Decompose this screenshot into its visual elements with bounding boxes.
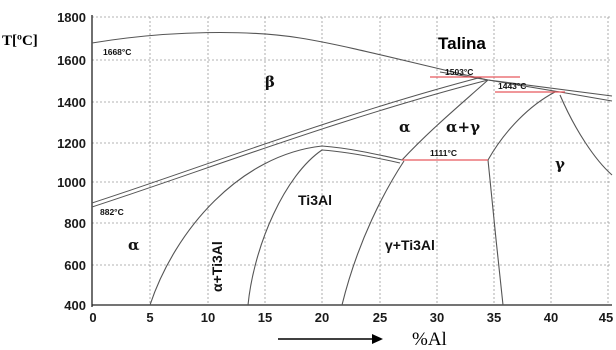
x-tick-labels: 0 5 10 15 20 25 30 35 40 45 [89,310,613,325]
x-tick-5: 5 [146,310,153,325]
y-tick-1000: 1000 [57,175,86,190]
x-tick-35: 35 [487,310,501,325]
gamma-solvus [487,159,504,306]
phase-label-alpha-ti3al: α+Ti3Al [209,241,225,292]
temp-label-1668: 1668°C [103,47,131,57]
temp-label-1503: 1503°C [445,67,473,77]
y-tick-1400: 1400 [57,95,86,110]
isotherms [402,76,565,161]
phase-label-gamma: γ [555,155,565,173]
x-tick-15: 15 [258,310,272,325]
x-tick-40: 40 [544,310,558,325]
phase-label-alpha-high: α [399,118,411,136]
x-tick-45: 45 [599,310,613,325]
beta-transus-upper [91,76,483,204]
temp-label-1111: 1111°C [430,148,457,158]
y-axis-label: T[ºC] [2,33,38,49]
y-tick-800: 800 [64,216,86,231]
arrow-icon [278,334,383,344]
phase-label-alpha-gamma: α+γ [446,118,480,136]
alpha-gamma-boundary [401,79,489,161]
x-tick-0: 0 [89,310,96,325]
x-tick-30: 30 [430,310,444,325]
x-tick-25: 25 [373,310,387,325]
ti3al-dome-right [321,145,403,161]
y-tick-1200: 1200 [57,136,86,151]
x-axis-label: %Al [412,329,447,350]
ti3al-dome-left [149,145,323,306]
gamma-ti3al-boundary [341,160,405,306]
y-tick-1600: 1600 [57,53,86,68]
x-tick-20: 20 [315,310,329,325]
y-tick-600: 600 [64,258,86,273]
y-tick-1800: 1800 [57,10,86,25]
diagram-title: Talina [438,34,486,53]
phase-label-gamma-ti3al: γ+Ti3Al [385,237,435,253]
y-tick-400: 400 [64,298,86,313]
beta-transus-lower [91,79,489,208]
ti3al-dome-right-2 [321,149,401,164]
phase-label-beta: β [265,73,275,91]
beta-upper-boundary [91,31,489,81]
phase-label-alpha-low: α [128,236,140,254]
upper-right-boundary-a [487,79,613,97]
alpha-ti3al-boundary [247,149,323,306]
y-tick-labels: 1800 1600 1400 1200 1000 800 600 400 [57,10,86,313]
phase-label-ti3al: Ti3Al [298,192,332,208]
temp-label-1443: 1443°C [498,81,526,91]
temp-label-882: 882°C [100,207,124,217]
x-tick-10: 10 [201,310,215,325]
right-edge-boundary [559,94,613,176]
phase-boundaries [91,31,613,306]
gamma-left-boundary [487,91,556,161]
gridlines [92,16,612,305]
